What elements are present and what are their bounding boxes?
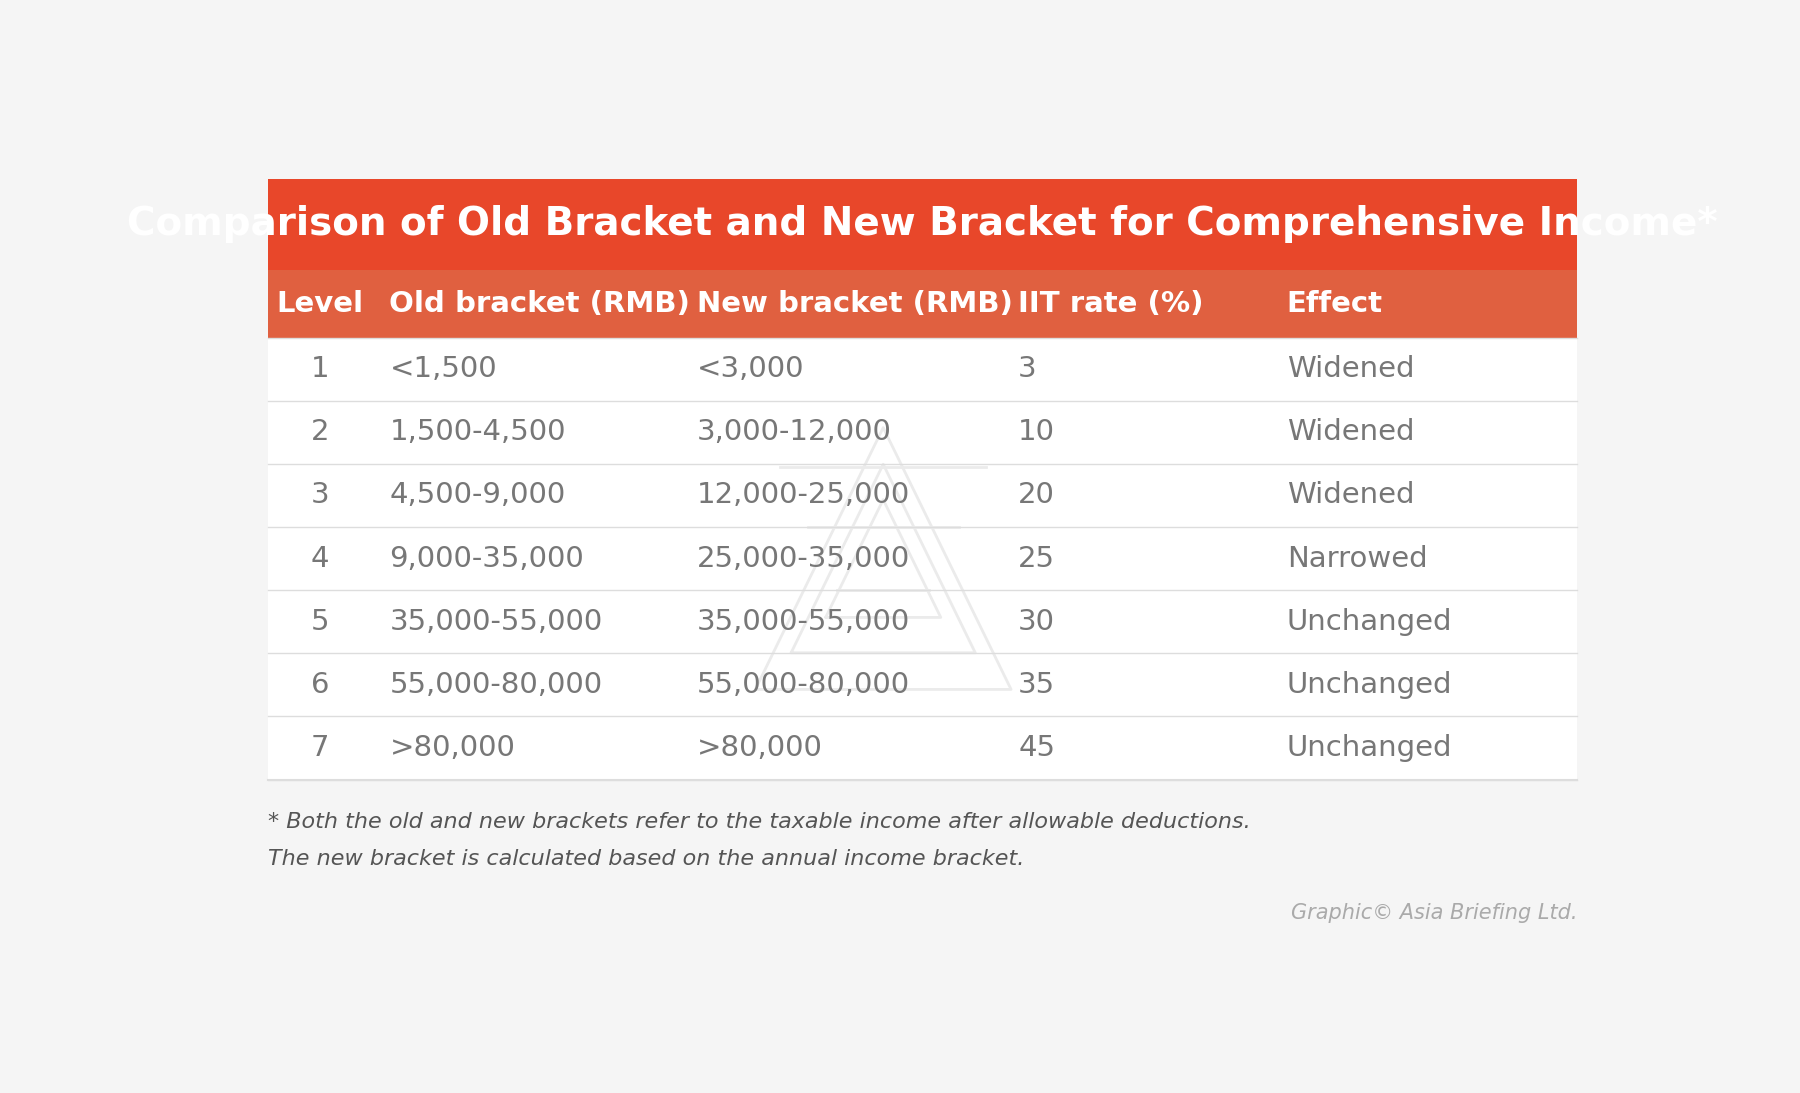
- Text: 4,500-9,000: 4,500-9,000: [389, 481, 565, 509]
- Text: 45: 45: [1019, 733, 1055, 762]
- Text: The new bracket is calculated based on the annual income bracket.: The new bracket is calculated based on t…: [268, 849, 1024, 869]
- Text: Comparison of Old Bracket and New Bracket for Comprehensive Income*: Comparison of Old Bracket and New Bracke…: [128, 205, 1717, 244]
- Text: 6: 6: [311, 671, 329, 698]
- Text: 30: 30: [1019, 608, 1055, 636]
- Text: <1,500: <1,500: [389, 355, 497, 383]
- Text: 12,000-25,000: 12,000-25,000: [697, 481, 911, 509]
- Text: 3: 3: [1019, 355, 1037, 383]
- Text: <3,000: <3,000: [697, 355, 805, 383]
- Text: 3: 3: [311, 481, 329, 509]
- Text: Widened: Widened: [1287, 355, 1415, 383]
- Text: 1: 1: [311, 355, 329, 383]
- Text: 35: 35: [1019, 671, 1055, 698]
- Text: Unchanged: Unchanged: [1287, 608, 1453, 636]
- Text: 55,000-80,000: 55,000-80,000: [389, 671, 603, 698]
- Text: 2: 2: [311, 419, 329, 446]
- Text: 1,500-4,500: 1,500-4,500: [389, 419, 565, 446]
- Text: >80,000: >80,000: [697, 733, 823, 762]
- Text: 7: 7: [311, 733, 329, 762]
- Text: Level: Level: [277, 290, 364, 318]
- Text: Graphic© Asia Briefing Ltd.: Graphic© Asia Briefing Ltd.: [1291, 903, 1577, 922]
- Text: 10: 10: [1019, 419, 1055, 446]
- Text: New bracket (RMB): New bracket (RMB): [697, 290, 1013, 318]
- Text: 4: 4: [311, 544, 329, 573]
- Text: >80,000: >80,000: [389, 733, 515, 762]
- Text: 5: 5: [311, 608, 329, 636]
- Text: Old bracket (RMB): Old bracket (RMB): [389, 290, 691, 318]
- Text: 35,000-55,000: 35,000-55,000: [697, 608, 911, 636]
- Text: Narrowed: Narrowed: [1287, 544, 1427, 573]
- Text: Widened: Widened: [1287, 419, 1415, 446]
- Text: 25,000-35,000: 25,000-35,000: [697, 544, 911, 573]
- Bar: [268, 179, 1577, 270]
- Bar: [268, 338, 1577, 779]
- Text: 9,000-35,000: 9,000-35,000: [389, 544, 585, 573]
- Text: 3,000-12,000: 3,000-12,000: [697, 419, 893, 446]
- Text: Unchanged: Unchanged: [1287, 671, 1453, 698]
- Text: Widened: Widened: [1287, 481, 1415, 509]
- Text: 55,000-80,000: 55,000-80,000: [697, 671, 911, 698]
- Bar: [268, 270, 1577, 338]
- Text: * Both the old and new brackets refer to the taxable income after allowable dedu: * Both the old and new brackets refer to…: [268, 812, 1251, 832]
- Text: Unchanged: Unchanged: [1287, 733, 1453, 762]
- Text: 25: 25: [1019, 544, 1055, 573]
- Text: Effect: Effect: [1287, 290, 1382, 318]
- Text: 35,000-55,000: 35,000-55,000: [389, 608, 603, 636]
- Text: 20: 20: [1019, 481, 1055, 509]
- Text: IIT rate (%): IIT rate (%): [1019, 290, 1204, 318]
